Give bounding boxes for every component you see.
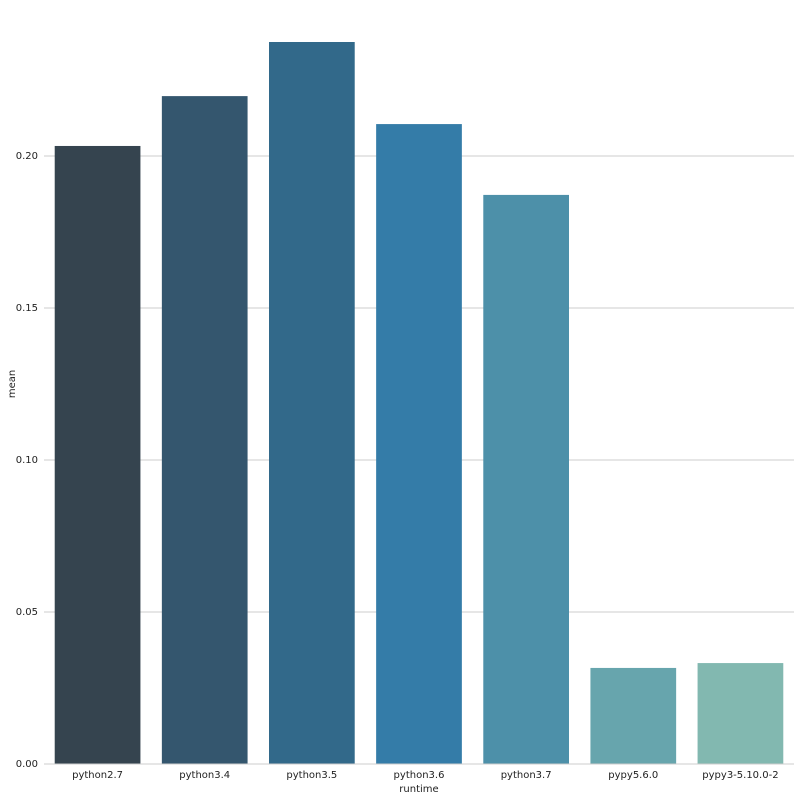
y-axis-label: mean xyxy=(7,370,18,398)
x-tick-label: python3.5 xyxy=(286,770,337,781)
bar xyxy=(590,667,677,764)
x-tick-label: python2.7 xyxy=(72,770,123,781)
y-tick-label: 0.05 xyxy=(16,607,38,618)
y-tick-label: 0.20 xyxy=(16,151,38,162)
y-tick-label: 0.00 xyxy=(16,759,38,770)
y-tick-label: 0.15 xyxy=(16,303,38,314)
x-tick-label: python3.7 xyxy=(501,770,552,781)
bar xyxy=(697,663,784,764)
x-tick-label: python3.4 xyxy=(179,770,230,781)
x-axis-label: runtime xyxy=(399,784,438,795)
x-tick-label: python3.6 xyxy=(394,770,445,781)
bar xyxy=(269,42,355,764)
x-tick-label: pypy5.6.0 xyxy=(608,770,658,781)
bar xyxy=(376,124,462,764)
bar xyxy=(161,96,248,764)
y-tick-label: 0.10 xyxy=(16,455,38,466)
x-tick-label: pypy3-5.10.0-2 xyxy=(702,770,778,781)
bar xyxy=(54,145,141,764)
bar xyxy=(483,194,569,765)
